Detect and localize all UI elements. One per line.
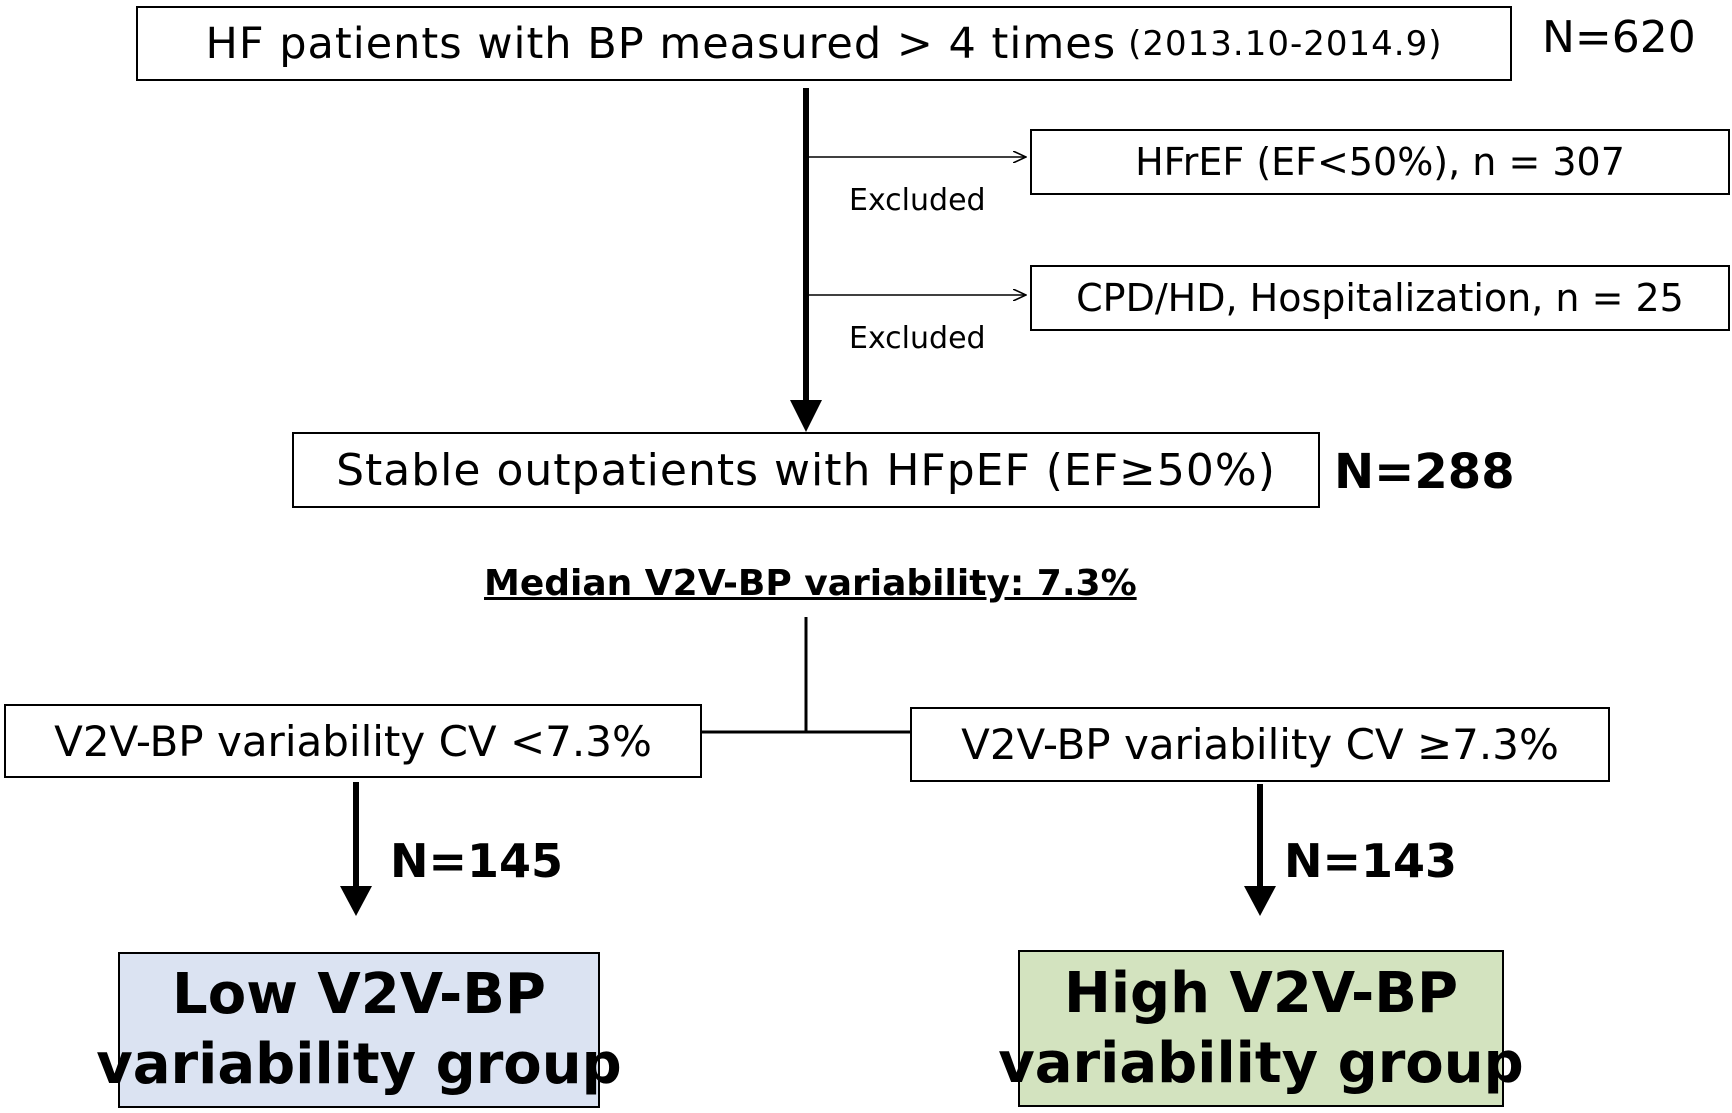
excluded-tag-1: Excluded <box>849 183 986 218</box>
stable-count: N=288 <box>1334 444 1515 500</box>
high-count: N=143 <box>1284 834 1458 888</box>
top-count: N=620 <box>1542 12 1696 63</box>
median-label: Median V2V-BP variability: 7.3% <box>484 563 1137 604</box>
exclusion-box-1-label: HFrEF (EF<50%), n = 307 <box>1135 140 1625 184</box>
low-group-box: Low V2V-BP variability group <box>96 952 622 1108</box>
low-group-line1: Low V2V-BP <box>172 962 546 1027</box>
high-group-line1: High V2V-BP <box>1063 960 1459 1026</box>
top-box-date-range: (2013.10-2014.9) <box>1128 23 1443 64</box>
high-group-box: High V2V-BP variability group <box>998 950 1524 1107</box>
low-count: N=145 <box>390 834 564 888</box>
low-group-line2: variability group <box>96 1032 622 1097</box>
low-split-box: V2V-BP variability CV <7.3% <box>4 704 702 778</box>
stable-box-label: Stable outpatients with HFpEF (EF≥50%) <box>336 444 1276 496</box>
high-group-line2: variability group <box>998 1030 1524 1096</box>
low-split-label: V2V-BP variability CV <7.3% <box>54 716 652 766</box>
low-branch-arrowhead <box>340 886 372 916</box>
main-arrowhead <box>790 400 822 432</box>
high-branch-arrowhead <box>1244 886 1276 916</box>
high-split-box: V2V-BP variability CV ≥7.3% <box>910 707 1610 782</box>
high-split-label: V2V-BP variability CV ≥7.3% <box>961 720 1559 769</box>
stable-box: Stable outpatients with HFpEF (EF≥50%) <box>292 432 1320 508</box>
top-box-label: HF patients with BP measured > 4 times <box>205 18 1117 69</box>
excluded-tag-2: Excluded <box>849 321 986 356</box>
top-box: HF patients with BP measured > 4 times (… <box>136 6 1512 81</box>
exclusion-box-2-label: CPD/HD, Hospitalization, n = 25 <box>1076 276 1684 320</box>
exclusion-box-1: HFrEF (EF<50%), n = 307 <box>1030 129 1730 195</box>
exclusion-box-2: CPD/HD, Hospitalization, n = 25 <box>1030 265 1730 331</box>
